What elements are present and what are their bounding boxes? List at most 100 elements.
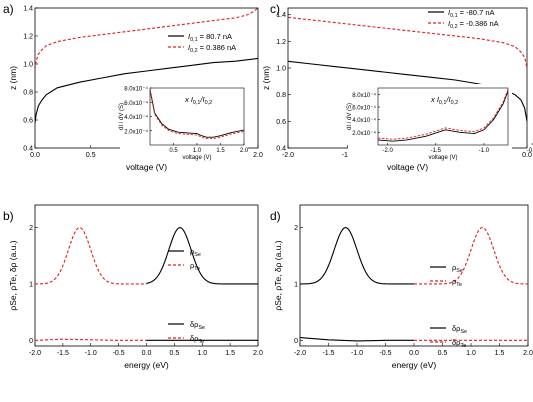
- x-tick-label: -0.5: [527, 148, 533, 154]
- y-axis-label: z (nm): [8, 66, 18, 90]
- inset-background: [120, 84, 248, 161]
- inset-y-axis-label: dI / dV (S): [119, 103, 125, 130]
- y-tick-label: 1.2: [276, 39, 286, 46]
- y-tick-label: 1.0: [276, 66, 286, 73]
- y-tick-label: 1.4: [23, 6, 33, 13]
- x-tick-label: 2.0: [523, 350, 533, 357]
- y-tick-label: 6.0x10⁻⁴: [352, 105, 376, 112]
- panel-d: -2.0 -1.5 -1.0 -0.5 0.0 0.5 1.0 1.5 2.0 0 1 2 d) ener…: [270, 204, 533, 370]
- inset-a: 0.5 1.0 1.5 2.0 2.0x10⁻⁴ 4.0x10⁻⁴ 6.0x10⁻⁴ 8.0x…: [119, 84, 249, 161]
- series-line-1: [35, 226, 147, 285]
- plot-frame: [377, 87, 509, 146]
- x-tick-label: 2.0: [253, 350, 263, 357]
- x-tick-label: -1.5: [57, 350, 69, 357]
- inset-series-line-1: [150, 90, 244, 140]
- inset-x-axis-label: voltage (V): [182, 155, 211, 161]
- x-tick-label: 1.0: [466, 350, 476, 357]
- series-line-1: [35, 8, 258, 70]
- inset-x-axis-label: voltage (V): [428, 155, 457, 161]
- x-tick-label: 0.5: [438, 350, 448, 357]
- series-line-2: [300, 336, 414, 342]
- legend-label: δρSe: [452, 324, 467, 335]
- x-tick-label: -2.0: [382, 148, 393, 154]
- y-tick-label: 1.4: [276, 12, 286, 19]
- x-axis-label: energy (eV): [392, 360, 437, 370]
- x-tick-label: -2.0: [282, 152, 294, 159]
- y-tick-label: 4.0x10⁻⁴: [124, 114, 148, 121]
- x-tick-label: -2.0: [294, 350, 306, 357]
- x-tick-label: 1.5: [216, 148, 225, 154]
- inset-series-line-0: [378, 91, 508, 142]
- plot-frame: [34, 204, 259, 347]
- panel-b: -2.0 -1.5 -1.0 -0.5 0.0 0.5 1.0 1.5 2.0 0 1 2 b) ener…: [3, 204, 263, 370]
- x-tick-label: -0.5: [113, 350, 125, 357]
- legend-label: δρSe: [190, 320, 205, 331]
- panel-label: a): [3, 2, 14, 16]
- x-tick-label: -1.0: [351, 350, 363, 357]
- legend-label: I0,2 = 0.386 nA: [188, 43, 236, 54]
- series-line-3: [35, 338, 147, 341]
- panel-a: 0.0 0.5 1.0 1.5 2.0 0.4 0.6 0.8 1.0 1.2 1.4 a) volta…: [3, 2, 263, 172]
- legend-label: I0,1 = 80.7 nA: [188, 32, 232, 43]
- y-tick-label: 1.2: [23, 34, 33, 41]
- y-axis-label: z (nm): [261, 66, 271, 90]
- x-tick-label: -1.5: [322, 350, 334, 357]
- inset-annotation: x I0,1/I0,2: [430, 95, 458, 106]
- y-tick-label: 2: [29, 225, 33, 232]
- y-tick-label: 2.0x10⁻⁴: [352, 130, 376, 137]
- y-tick-label: 2.0x10⁻⁴: [124, 128, 148, 135]
- series-line-0: [288, 60, 527, 122]
- y-tick-label: 0.6: [23, 118, 33, 125]
- x-tick-label: 1.5: [225, 350, 235, 357]
- y-tick-label: 0.8: [23, 90, 33, 97]
- y-tick-label: 1: [294, 281, 298, 288]
- x-tick-label: 0.0: [409, 350, 419, 357]
- legend-label: ρTe: [190, 261, 200, 272]
- y-tick-label: 0: [29, 338, 33, 345]
- legend-label: δρTe: [452, 338, 466, 349]
- y-tick-label: 2: [294, 225, 298, 232]
- legend-label: ρSe: [452, 263, 463, 274]
- x-tick-label: 2.0: [253, 152, 263, 159]
- legend-label: δρTe: [190, 334, 204, 345]
- x-tick-label: 1.0: [197, 350, 207, 357]
- y-tick-label: 0.8: [276, 92, 286, 99]
- x-tick-label: -1.5: [431, 148, 442, 154]
- x-tick-label: 0.5: [169, 148, 178, 154]
- y-tick-label: 0.4: [276, 146, 286, 153]
- x-tick-label: 0.5: [86, 152, 96, 159]
- series-line-1: [414, 226, 528, 285]
- series-line-0: [300, 226, 414, 285]
- y-tick-label: 0: [294, 338, 298, 345]
- inset-series-line-0: [150, 89, 244, 138]
- x-tick-label: 0.0: [30, 152, 40, 159]
- y-tick-label: 8.0x10⁻⁴: [352, 92, 376, 99]
- x-tick-label: 0.0: [522, 152, 532, 159]
- x-axis-label: voltage (V): [387, 162, 428, 172]
- panel-label: c): [270, 2, 280, 16]
- y-axis-label: ρSe, ρTe, δρ (a.u.): [8, 240, 18, 310]
- x-axis-label: voltage (V): [126, 162, 167, 172]
- legend-label: ρTe: [452, 277, 462, 288]
- x-tick-label: 1.0: [193, 148, 202, 154]
- x-tick-label: 2.0: [240, 148, 249, 154]
- legend-label: I0,1 = -80.7 nA: [448, 8, 495, 19]
- x-tick-label: 0.5: [170, 350, 180, 357]
- x-tick-label: -0.5: [379, 350, 391, 357]
- x-tick-label: -1.0: [479, 148, 490, 154]
- inset-series-line-1: [378, 89, 508, 140]
- y-tick-label: 0.6: [276, 119, 286, 126]
- legend-label: I0,2 = -0.386 nA: [448, 19, 499, 30]
- x-tick-label: 0.0: [142, 350, 152, 357]
- panel-label: b): [3, 209, 14, 223]
- plot-frame: [299, 204, 529, 347]
- y-tick-label: 6.0x10⁻⁴: [124, 100, 148, 107]
- series-line-0: [146, 226, 258, 285]
- panel-label: d): [270, 209, 281, 223]
- x-tick-label: -1.0: [85, 350, 97, 357]
- x-tick-label: -2.0: [29, 350, 41, 357]
- inset-y-axis-label: dI / dV (S): [347, 103, 353, 130]
- y-tick-label: 1: [29, 281, 33, 288]
- inset-c: -2.0 -1.5 -1.0 -0.5 2.0x10⁻⁴ 4.0x10⁻⁴ 6.0x10⁻⁴…: [347, 84, 533, 161]
